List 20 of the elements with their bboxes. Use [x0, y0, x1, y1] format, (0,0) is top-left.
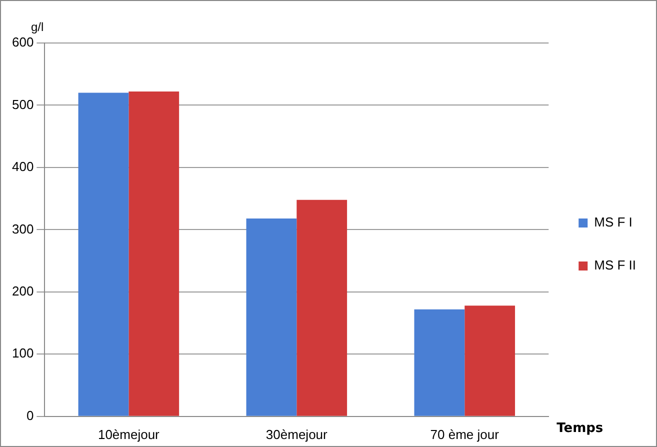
y-tick-label: 300: [12, 221, 34, 236]
y-axis-title: g/l: [31, 20, 44, 34]
bar: [246, 218, 297, 416]
bar: [128, 92, 180, 416]
y-tick-label: 100: [12, 346, 34, 361]
x-axis-title: Temps: [556, 420, 604, 436]
bar: [296, 200, 348, 416]
x-tick-label: 30èmejour: [266, 426, 328, 442]
legend-label: MS F I: [594, 214, 632, 230]
legend-label: MS F II: [594, 258, 636, 273]
y-tick-label: 200: [12, 284, 34, 299]
bar: [414, 309, 465, 416]
x-tick-label: 70 ème jour: [430, 426, 500, 442]
y-tick-label: 0: [26, 408, 34, 423]
bar: [464, 306, 516, 416]
x-tick-label: 10èmejour: [98, 426, 160, 442]
y-tick-label: 500: [12, 96, 34, 112]
y-tick-label: 400: [12, 159, 34, 174]
bar: [78, 92, 129, 416]
y-tick-label: 600: [12, 34, 34, 50]
